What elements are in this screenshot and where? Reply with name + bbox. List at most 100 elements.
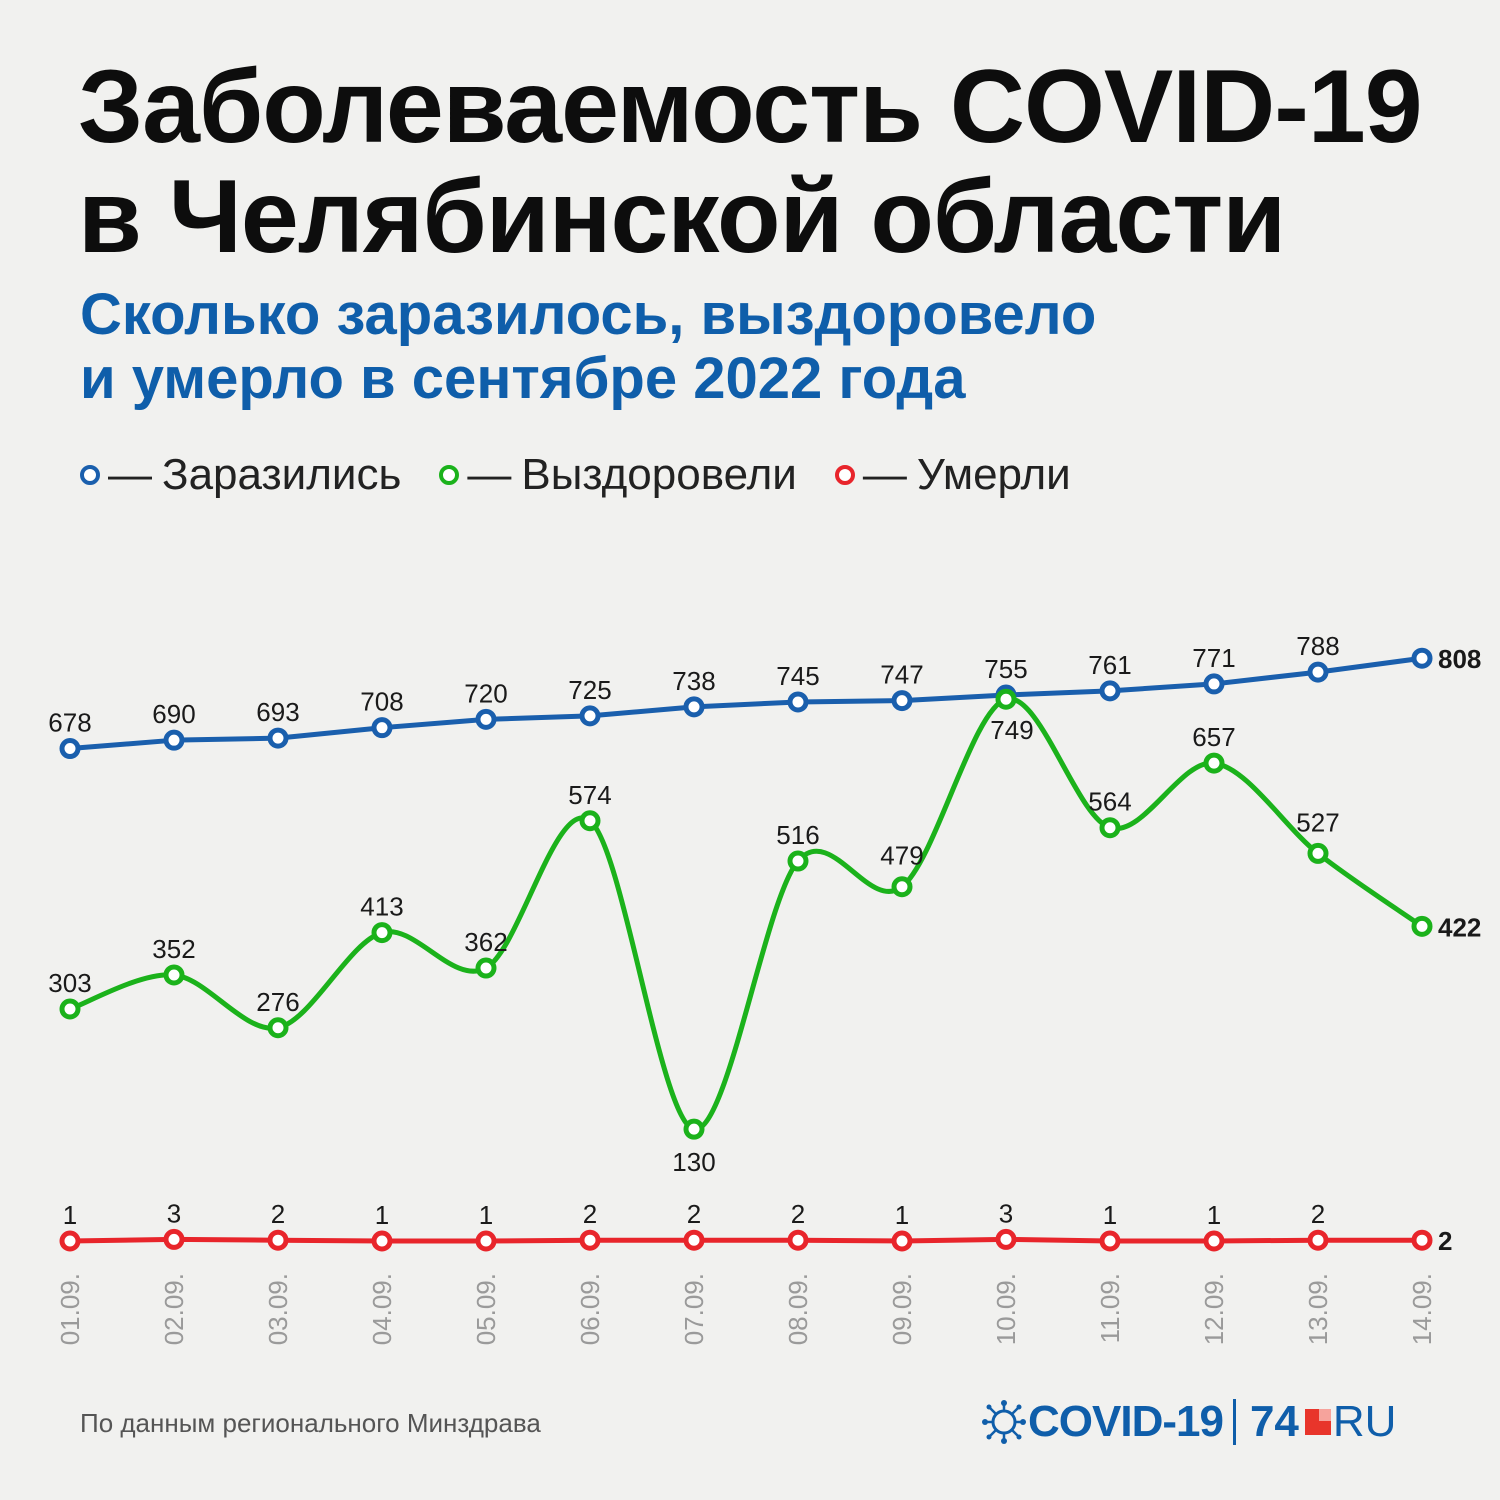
x-tick-label-2: 02.09.	[159, 1273, 189, 1345]
point-infected-14	[1411, 647, 1433, 669]
data-label-recovered-14: 422	[1438, 912, 1481, 942]
point-deaths-7	[683, 1229, 705, 1251]
data-label-deaths-11: 1	[1103, 1200, 1117, 1230]
data-label-deaths-2: 3	[167, 1198, 181, 1228]
point-deaths-10	[995, 1228, 1017, 1250]
data-label-deaths-3: 2	[271, 1199, 285, 1229]
series-line-recovered	[67, 696, 1425, 1132]
legend: — Заразились — Выздоровели — Умерли	[80, 447, 1109, 503]
point-infected-13	[1307, 661, 1329, 683]
data-label-infected-8: 745	[776, 661, 819, 691]
data-label-recovered-6: 574	[568, 780, 611, 810]
point-recovered-14	[1411, 915, 1433, 937]
data-label-recovered-5: 362	[464, 927, 507, 957]
point-infected-12	[1203, 673, 1225, 695]
point-recovered-9	[891, 876, 913, 898]
series-line-infected	[67, 655, 1425, 752]
title-line-1: Заболеваемость COVID-19	[78, 49, 1423, 165]
data-label-infected-2: 690	[152, 699, 195, 729]
point-recovered-2	[163, 964, 185, 986]
data-label-recovered-13: 527	[1296, 807, 1339, 837]
legend-label-infected: Заразились	[162, 450, 402, 499]
x-tick-label-6: 06.09.	[575, 1273, 605, 1345]
data-label-recovered-7: 130	[672, 1147, 715, 1177]
legend-marker-recovered	[439, 465, 460, 485]
data-label-infected-6: 725	[568, 675, 611, 705]
x-tick-label-13: 13.09.	[1303, 1273, 1333, 1345]
data-label-infected-9: 747	[880, 660, 923, 690]
point-recovered-7	[683, 1118, 705, 1140]
data-label-infected-13: 788	[1296, 631, 1339, 661]
x-tick-label-9: 09.09.	[887, 1273, 917, 1345]
point-deaths-13	[1307, 1229, 1329, 1251]
chart-title: Заболеваемость COVID-19 в Челябинской об…	[78, 52, 1478, 272]
point-recovered-1	[59, 998, 81, 1020]
x-tick-label-1: 01.09.	[55, 1273, 85, 1345]
point-deaths-3	[267, 1229, 289, 1251]
legend-item-deaths: — Умерли	[834, 450, 1071, 500]
point-recovered-5	[475, 957, 497, 979]
point-recovered-3	[267, 1017, 289, 1039]
point-recovered-11	[1099, 817, 1121, 839]
legend-dash: —	[108, 450, 152, 499]
point-deaths-5	[475, 1230, 497, 1252]
legend-item-recovered: — Выздоровели	[439, 450, 797, 500]
point-recovered-6	[579, 810, 601, 832]
point-deaths-2	[163, 1228, 185, 1250]
point-infected-3	[267, 727, 289, 749]
point-recovered-4	[371, 922, 393, 944]
data-label-recovered-10: 749	[990, 715, 1033, 745]
data-label-deaths-10: 3	[999, 1198, 1013, 1228]
legend-label-deaths: Умерли	[916, 450, 1071, 499]
x-tick-label-11: 11.09.	[1095, 1273, 1125, 1343]
point-infected-6	[579, 705, 601, 727]
data-label-deaths-4: 1	[375, 1200, 389, 1230]
data-label-recovered-8: 516	[776, 820, 819, 850]
data-label-infected-10: 755	[984, 654, 1027, 684]
legend-marker-infected	[80, 465, 100, 485]
data-label-recovered-3: 276	[256, 987, 299, 1017]
legend-label-recovered: Выздоровели	[521, 450, 797, 499]
x-tick-label-12: 12.09.	[1199, 1273, 1229, 1345]
point-deaths-4	[371, 1230, 393, 1252]
data-label-deaths-13: 2	[1311, 1199, 1325, 1229]
point-deaths-12	[1203, 1230, 1225, 1252]
x-tick-label-8: 08.09.	[783, 1273, 813, 1345]
point-deaths-14	[1411, 1229, 1433, 1251]
source-note: По данным регионального Минздрава	[80, 1408, 541, 1438]
data-label-infected-11: 761	[1088, 650, 1131, 680]
data-label-infected-5: 720	[464, 678, 507, 708]
data-label-infected-4: 708	[360, 687, 403, 717]
legend-marker-deaths	[834, 465, 855, 485]
legend-item-infected: — Заразились	[80, 450, 401, 500]
title-line-2: в Челябинской области	[78, 159, 1286, 275]
virus-icon	[982, 1400, 1026, 1444]
data-label-deaths-5: 1	[479, 1200, 493, 1230]
chart-subtitle: Сколько заразилось, выздоровело и умерло…	[80, 283, 1460, 411]
point-recovered-12	[1203, 752, 1225, 774]
point-infected-11	[1099, 680, 1121, 702]
data-label-infected-14: 808	[1438, 644, 1481, 674]
x-tick-label-5: 05.09.	[471, 1273, 501, 1345]
data-label-infected-3: 693	[256, 697, 299, 727]
logo-74-text: 74	[1249, 1397, 1299, 1446]
data-label-deaths-14: 2	[1438, 1226, 1452, 1256]
point-infected-5	[475, 708, 497, 730]
brand-logo: COVID-19 74 RU	[982, 1394, 1396, 1450]
subtitle-line-1: Сколько заразилось, выздоровело	[80, 282, 1097, 347]
point-infected-8	[787, 691, 809, 713]
data-label-deaths-8: 2	[791, 1199, 805, 1229]
data-label-deaths-12: 1	[1207, 1200, 1221, 1230]
point-deaths-11	[1099, 1230, 1121, 1252]
legend-dash: —	[862, 450, 907, 499]
x-tick-label-4: 04.09.	[367, 1273, 397, 1345]
logo-ru-text: RU	[1332, 1397, 1397, 1446]
point-recovered-10	[995, 688, 1017, 710]
data-label-recovered-9: 479	[880, 841, 923, 871]
point-infected-9	[891, 690, 913, 712]
series-line-deaths	[67, 1236, 1425, 1244]
point-infected-7	[683, 696, 705, 718]
logo-divider	[1232, 1399, 1236, 1445]
data-label-infected-1: 678	[48, 708, 91, 738]
point-recovered-8	[787, 850, 809, 872]
